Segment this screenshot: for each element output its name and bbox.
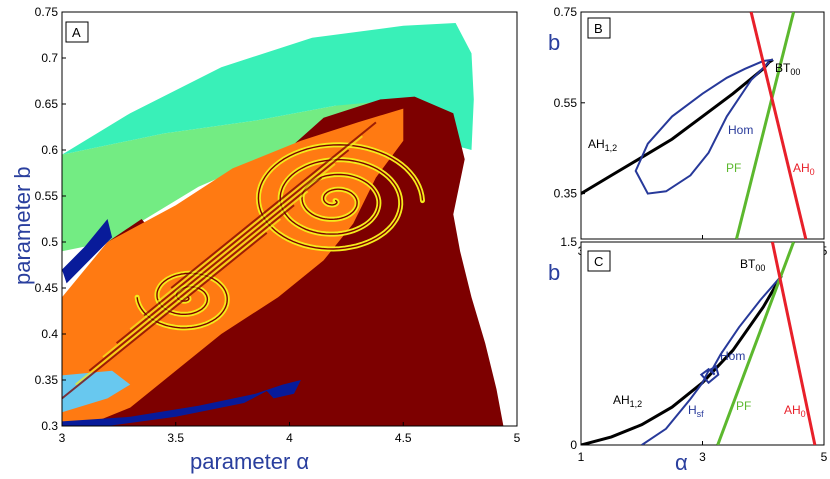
x-tick-label: 1 — [578, 450, 585, 464]
streak-band — [143, 149, 350, 317]
y-tick-label: 0.45 — [35, 281, 59, 295]
series-red-line — [749, 12, 808, 239]
x-tick-label: 3 — [59, 431, 66, 445]
y-tick-label: 0 — [570, 438, 577, 452]
panel-b-ylabel: b — [548, 30, 560, 55]
panel-c-y-ticks: 01.5 — [560, 235, 585, 452]
panel-c-ah0: AH0 — [784, 403, 806, 419]
panel-c-frame — [580, 241, 825, 446]
panel-b-y-ticks: 0.35 0.55 0.75 — [554, 5, 585, 201]
panel-a-label-box — [65, 21, 89, 43]
panel-a-regions — [62, 23, 504, 426]
x-tick-label: 3.5 — [167, 431, 184, 445]
x-tick-label: 4 — [286, 431, 293, 445]
panel-a-spirals — [61, 121, 425, 400]
panel-a: 3 3.5 4 4.5 5 0.30.350.40.450.50.550.60.650.… — [10, 5, 521, 474]
panel-b-label-box — [587, 17, 611, 39]
series-red-line — [770, 242, 817, 445]
region-navy — [62, 380, 301, 426]
panel-b-frame — [580, 11, 825, 240]
panel-b-pf: PF — [726, 161, 741, 175]
streak-band — [156, 135, 363, 303]
x-tick-label: 3 — [699, 450, 706, 464]
region-navy — [62, 219, 113, 284]
x-tick-label: 5 — [821, 450, 828, 464]
panel-b-ah12: AH1,2 — [588, 137, 617, 153]
streak-band — [88, 204, 295, 372]
panel-a-label: A — [72, 25, 81, 40]
y-tick-label: 0.7 — [41, 51, 58, 65]
panel-c-pf: PF — [736, 399, 751, 413]
y-tick-label: 1.5 — [560, 235, 577, 249]
streak-band — [61, 232, 268, 400]
series-blue-line — [634, 58, 774, 195]
y-tick-label: 0.35 — [35, 373, 59, 387]
panel-a-ylabel: parameter b — [10, 166, 35, 285]
panel-b-ah0: AH0 — [793, 161, 815, 177]
series-green-line — [735, 12, 796, 239]
panel-c-ylabel: b — [548, 260, 560, 285]
spiral-line — [257, 144, 424, 250]
panel-a-y-ticks: 0.3 0.35 0.4 0.45 0.5 0.55 0.6 0.65 0.7 0.75 — [35, 5, 66, 433]
streak-band — [129, 163, 336, 331]
panel-c-series — [581, 242, 817, 445]
panel-b-label: B — [594, 21, 603, 36]
panel-b-bt: BT00 — [775, 61, 800, 77]
streak-band — [102, 190, 309, 358]
y-tick-label: 0.55 — [35, 189, 59, 203]
panel-c-bt: BT00 — [740, 257, 765, 273]
streak-band — [170, 121, 377, 289]
y-tick-label: 0.35 — [554, 187, 578, 201]
y-tick-label: 0.55 — [554, 96, 578, 110]
panel-c-label: C — [594, 254, 603, 269]
panel-c-xlabel: α — [675, 450, 688, 475]
y-tick-label: 0.3 — [41, 419, 58, 433]
panel-a-xlabel: parameter α — [190, 449, 309, 474]
region-orange — [62, 108, 404, 426]
y-tick-label: 0.65 — [35, 97, 59, 111]
panel-a-x-ticks: 3 3.5 4 4.5 5 — [59, 422, 521, 445]
y-tick-label: 0.4 — [41, 327, 58, 341]
region-teal_region — [62, 23, 474, 155]
y-tick-label: 0.75 — [554, 5, 578, 19]
series-blue-line — [641, 275, 783, 445]
panel-b-hom: Hom — [728, 123, 753, 137]
panel-b: 345 0.350.550.75 B α b AH1,2 Hom PF AH0 … — [548, 5, 828, 269]
x-tick-label: 4.5 — [395, 431, 412, 445]
panel-c-x-ticks: 1 3 5 — [578, 441, 828, 464]
panel-c-hom: Hom — [720, 349, 745, 363]
streak-band — [75, 218, 282, 386]
panel-c-ah12: AH1,2 — [613, 393, 642, 409]
x-tick-label: 5 — [514, 431, 521, 445]
panel-c-label-box — [587, 250, 611, 272]
panel-b-series — [581, 12, 808, 239]
streak-band — [115, 176, 322, 344]
panel-c-hsf: Hsf — [688, 403, 704, 419]
y-tick-label: 0.5 — [41, 235, 58, 249]
y-tick-label: 0.6 — [41, 143, 58, 157]
series-black-line — [581, 275, 783, 445]
y-tick-label: 0.75 — [35, 5, 59, 19]
